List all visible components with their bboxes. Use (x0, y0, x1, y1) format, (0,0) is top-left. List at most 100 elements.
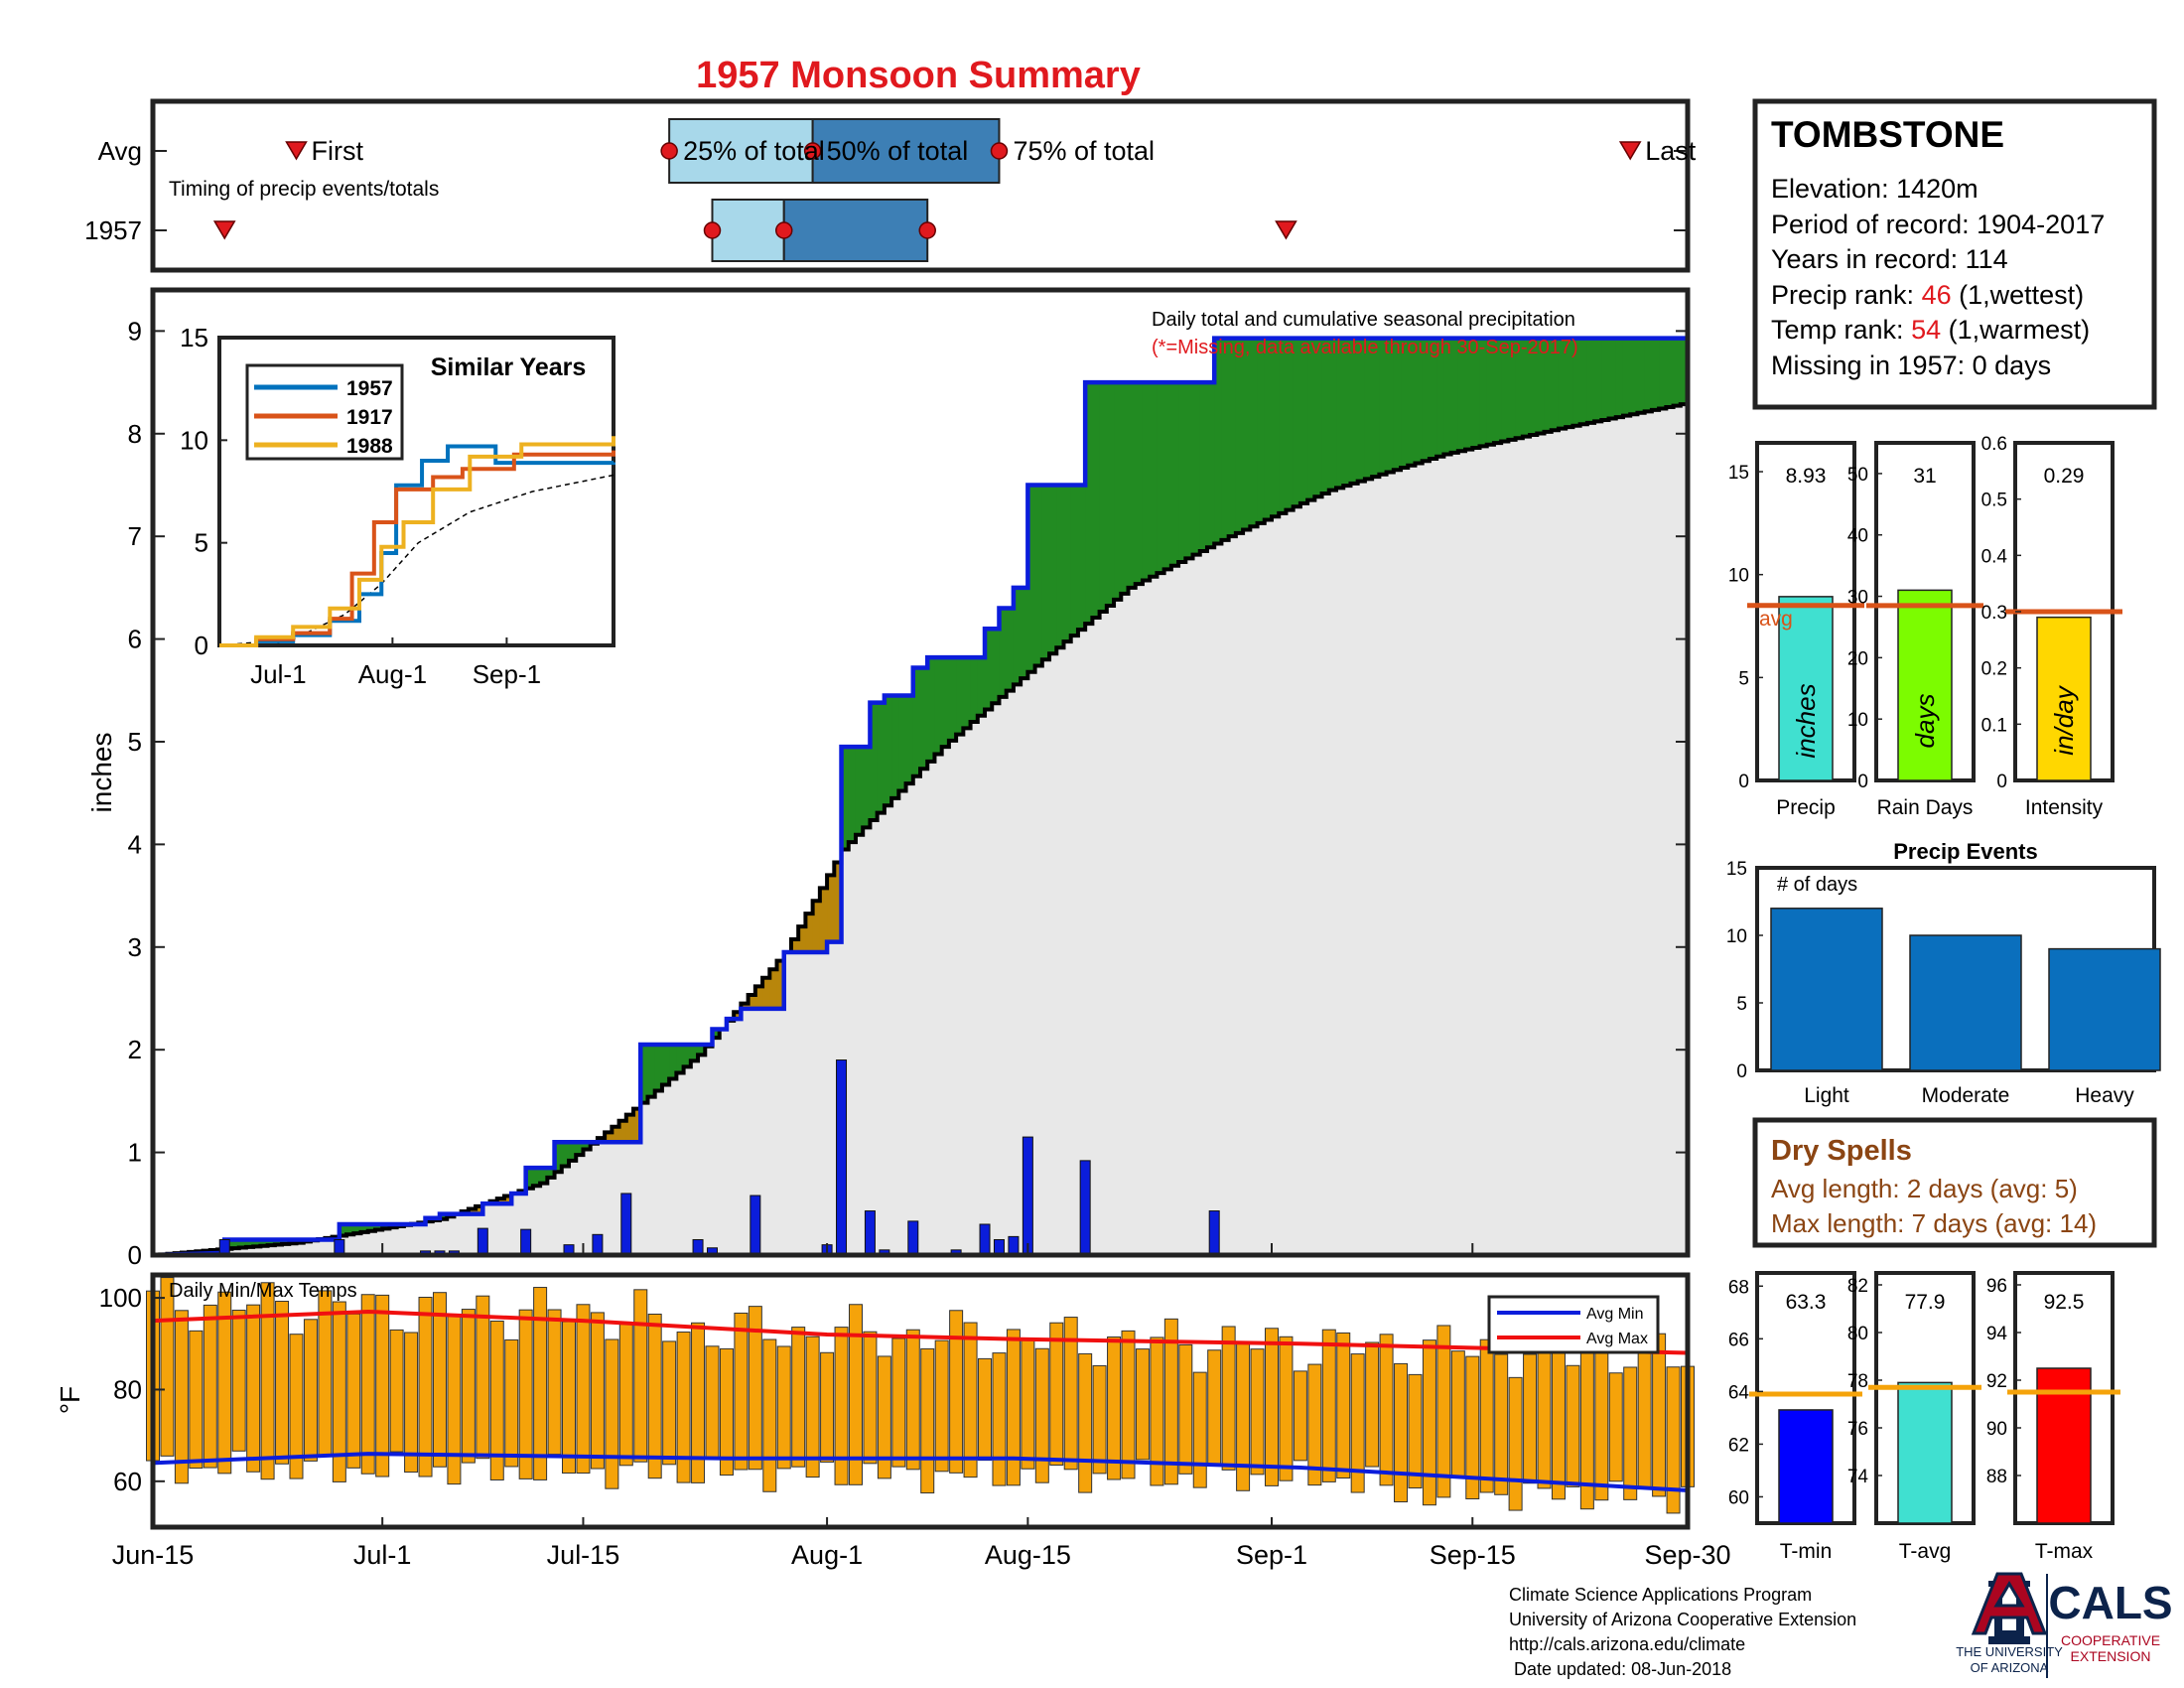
daily-temp-bar (1566, 1364, 1580, 1487)
deficit-slice (476, 1205, 483, 1214)
surplus-slice (848, 747, 857, 843)
daily-temp-bar (1150, 1336, 1164, 1486)
surplus-slice (1551, 338, 1560, 431)
daily-temp-bar (633, 1289, 648, 1463)
dry-spells-avg: Avg length: 2 days (avg: 5) (1771, 1174, 2078, 1203)
cumulative-1957-line (152, 336, 1688, 1258)
surplus-slice (1666, 338, 1675, 408)
surplus-slice (267, 1239, 276, 1246)
events-category-label: Light (1804, 1084, 1849, 1107)
daily-precip-bar (592, 1233, 604, 1256)
temp-summary-panels: 63.3 T-min 60 62 64 66 68 77.9 T-avg 74 76 78 80 82 92… (1728, 1271, 2120, 1563)
surplus-slice (905, 695, 914, 784)
box-label-25: 25% of total (683, 136, 825, 166)
daily-temp-bar (905, 1329, 920, 1471)
surplus-slice (1450, 338, 1459, 453)
temp-summary-y-tick-label: 62 (1728, 1435, 1749, 1456)
surplus-slice (346, 1223, 354, 1235)
temp-y-tick-label: 60 (113, 1467, 142, 1496)
surplus-slice (948, 657, 957, 741)
daily-temp-bar (303, 1319, 318, 1462)
daily-temp-bar (1321, 1329, 1336, 1482)
surplus-slice (977, 657, 986, 716)
surplus-slice (360, 1223, 369, 1232)
temp-rank-prefix: Temp rank: (1771, 315, 1911, 345)
daily-temp-bar (1666, 1366, 1681, 1514)
daily-temp-bar (1637, 1331, 1652, 1489)
daily-temp-bar (734, 1312, 749, 1471)
inset-legend: 1957 1917 1988 (245, 363, 404, 461)
daily-temp-bar (1207, 1349, 1222, 1466)
surplus-slice (683, 1045, 692, 1067)
temp-rank-value: 54 (1911, 315, 1941, 345)
surplus-slice (1228, 338, 1237, 537)
dry-spells-frame (1752, 1117, 2157, 1248)
surplus-slice (1157, 382, 1165, 574)
daily-temp-bar (1107, 1336, 1122, 1480)
surplus-slice (877, 702, 886, 813)
daily-temp-bar (1508, 1376, 1523, 1511)
timing-note: Timing of precip events/totals (169, 178, 439, 201)
surplus-slice (1493, 338, 1502, 444)
surplus-slice (1006, 608, 1015, 691)
precip-rank-value: 46 (1922, 280, 1952, 310)
summary-unit: in/day (2049, 684, 2079, 755)
daily-precip-bar (477, 1227, 488, 1256)
surplus-slice (1142, 382, 1151, 581)
surplus-slice (1070, 485, 1079, 636)
surplus-slice (1034, 485, 1043, 666)
surplus-slice (1357, 338, 1366, 482)
surplus-slice (1566, 338, 1574, 428)
daily-temp-bar (791, 1327, 806, 1468)
timing-event-triangle (1618, 141, 1642, 161)
deficit-slice (827, 875, 835, 942)
summary-y-tick-label: 0.2 (1981, 659, 2007, 680)
events-bar (1770, 908, 1883, 1071)
daily-temp-bar (1293, 1370, 1307, 1462)
surplus-slice (1343, 338, 1352, 487)
ua-logo-text-2: OF ARIZONA (1971, 1660, 2049, 1675)
daily-temp-bar (1594, 1347, 1609, 1501)
surplus-slice (712, 1029, 721, 1039)
daily-precip-bar (864, 1210, 876, 1256)
temp-summary-label: T-avg (1899, 1540, 1952, 1563)
daily-temp-bar (389, 1329, 404, 1453)
surplus-slice (1321, 338, 1330, 493)
daily-precip-bar (1022, 1136, 1033, 1256)
main-annotation: Daily total and cumulative seasonal prec… (1152, 309, 1575, 331)
legend-avg-min: Avg Min (1586, 1306, 1644, 1323)
surplus-slice (1615, 338, 1624, 418)
surplus-slice (863, 747, 872, 828)
surplus-slice (1572, 338, 1581, 426)
timing-panel: Avg 1957 First Last 25% of total 50% of total… (84, 98, 1697, 273)
daily-temp-bar (562, 1321, 577, 1475)
surplus-slice (1457, 338, 1466, 452)
surplus-slice (999, 608, 1008, 697)
surplus-slice (985, 629, 993, 710)
events-title: Precip Events (1893, 839, 2038, 864)
daily-temp-bar (189, 1330, 204, 1470)
surplus-slice (339, 1223, 347, 1236)
daily-temp-bar (1049, 1322, 1064, 1467)
deficit-slice (605, 1132, 613, 1143)
events-y-tick-label: 15 (1726, 859, 1747, 880)
y-tick-label: 8 (128, 419, 142, 449)
timing-event-triangle (1275, 220, 1297, 240)
y-tick-label: 6 (128, 625, 142, 654)
surplus-slice (1386, 338, 1395, 473)
surplus-slice (1135, 382, 1144, 585)
deficit-slice (819, 888, 828, 952)
x-tick-label: Sep-30 (1644, 1540, 1730, 1570)
daily-temp-bar (676, 1332, 691, 1483)
surplus-slice (1537, 338, 1546, 434)
daily-temp-bar (447, 1315, 462, 1485)
summary-label: Rain Days (1877, 796, 1974, 819)
surplus-slice (1027, 485, 1036, 672)
deficit-slice (769, 969, 778, 1009)
main-chart-frame (150, 287, 1691, 1258)
daily-temp-bar (1479, 1338, 1494, 1493)
events-bar (2048, 947, 2161, 1071)
y-tick-label: 7 (128, 521, 142, 551)
timing-percentile-marker (774, 221, 793, 239)
summary-label: Intensity (2025, 796, 2104, 819)
